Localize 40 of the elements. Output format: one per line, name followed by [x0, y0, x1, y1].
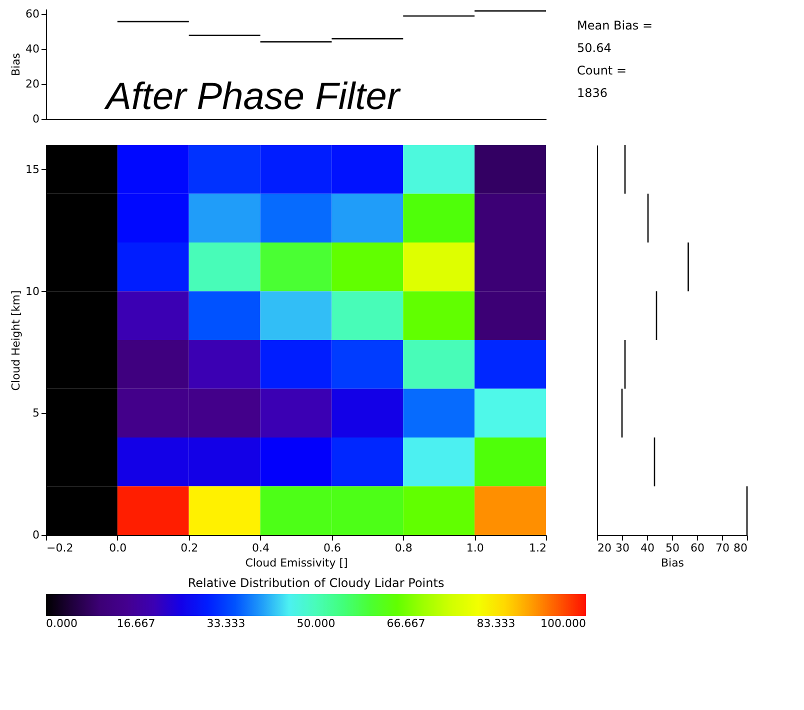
text: Count =	[577, 63, 627, 78]
y-tick-label: 5	[32, 406, 40, 420]
color-bar-label: 83.333	[476, 617, 516, 630]
x-tick-label: 30	[616, 542, 630, 554]
color-bar-label: 16.667	[116, 617, 156, 630]
color-bar-label: 0.000	[46, 617, 78, 630]
x-tick-label: 0.6	[323, 542, 341, 554]
x-tick-label: 1.0	[466, 542, 484, 554]
x-tick-label: 20	[598, 542, 612, 554]
text: 50.64	[577, 40, 612, 55]
x-tick-label: 0.2	[180, 542, 198, 554]
y-tick-label: 10	[26, 284, 40, 298]
x-tick-label: 0.0	[109, 542, 127, 554]
text: Mean Bias =	[577, 18, 653, 32]
x-tick-label: −0.2	[46, 542, 74, 554]
y-axis-title: Cloud Height [km]	[10, 290, 23, 391]
color-bar-label: 66.667	[386, 617, 426, 630]
color-bar-label: 50.000	[296, 617, 336, 630]
x-axis-title: Bias	[660, 556, 684, 570]
x-axis-title: Cloud Emissivity []	[245, 556, 348, 570]
x-tick-label: 1.2	[529, 542, 546, 554]
x-tick-label: 40	[640, 542, 654, 554]
y-tick-label: 40	[26, 42, 40, 56]
color-bar-title: Relative Distribution of Cloudy Lidar Points	[188, 576, 444, 590]
text: After Phase Filter	[104, 76, 401, 118]
color-bar-label: 33.333	[206, 617, 246, 630]
y-tick-label: 60	[26, 8, 40, 21]
x-tick-label: 50	[666, 542, 680, 554]
x-tick-label: 60	[690, 542, 704, 554]
y-tick-label: 0	[32, 528, 40, 542]
x-tick-label: 80	[734, 542, 748, 554]
x-tick-label: 0.8	[394, 542, 412, 554]
y-axis-title: Bias	[10, 52, 23, 76]
x-tick-label: 70	[716, 542, 730, 554]
y-tick-label: 15	[26, 162, 40, 176]
x-tick-label: 0.4	[252, 542, 270, 554]
text: 1836	[577, 86, 608, 100]
y-tick-label: 0	[32, 112, 40, 126]
color-bar-label: 100.000	[540, 617, 586, 630]
y-tick-label: 20	[26, 78, 40, 91]
